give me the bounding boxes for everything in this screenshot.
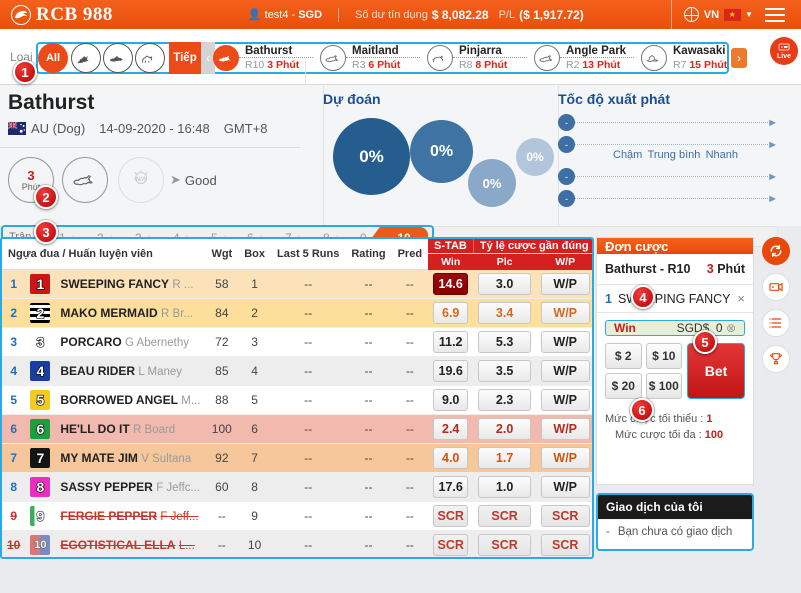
svg-text:N/A: N/A bbox=[136, 177, 147, 183]
